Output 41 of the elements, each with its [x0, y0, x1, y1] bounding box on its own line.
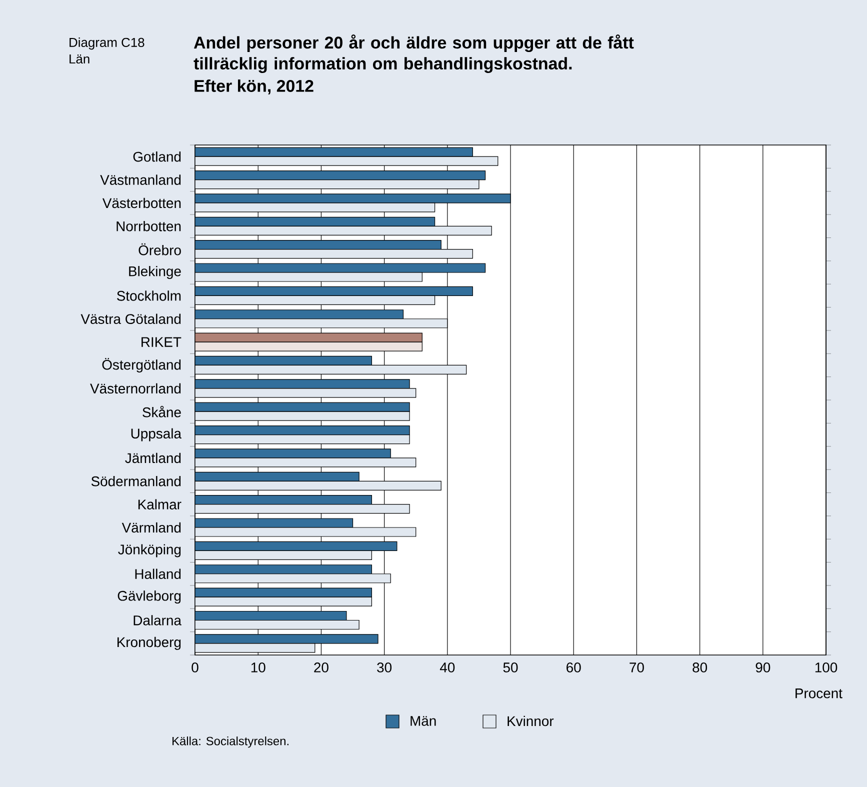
- x-tick-label: 60: [566, 662, 581, 672]
- y-tick-label: Västmanland: [100, 174, 181, 185]
- y-tick-label: Södermanland: [91, 476, 181, 486]
- y-tick-label: Västra Götaland: [80, 314, 181, 324]
- x-tick-label: 40: [440, 662, 455, 672]
- legend-label: Kvinnor: [508, 716, 554, 726]
- x-tick-label: 20: [314, 662, 328, 672]
- y-tick-label: Jämtland: [125, 452, 181, 464]
- y-tick-label: Skåne: [142, 406, 181, 418]
- y-tick-label: Gävleborg: [118, 590, 181, 604]
- x-tick-label: 10: [251, 662, 266, 672]
- y-tick-label: Norrbotten: [116, 221, 181, 232]
- y-tick-label: Jönköping: [118, 544, 181, 558]
- x-axis-title: Procent: [796, 688, 842, 698]
- y-tick-label: Uppsala: [131, 428, 182, 442]
- x-tick-label: 0: [192, 662, 198, 672]
- y-tick-label: Kalmar: [138, 499, 182, 510]
- x-tick-label: 100: [815, 662, 838, 672]
- y-tick-label: Stockholm: [117, 290, 181, 301]
- text: Diagram C18: [70, 38, 144, 50]
- y-tick-label: Västerbotten: [102, 198, 181, 208]
- y-tick-label: Kronoberg: [117, 636, 181, 650]
- y-tick-label: Östergötland: [102, 358, 181, 373]
- y-tick-label: Blekinge: [129, 266, 181, 280]
- text: Län: [70, 54, 90, 64]
- x-tick-label: 50: [503, 662, 518, 672]
- y-tick-label: Örebro: [138, 243, 181, 256]
- y-tick-label: RIKET: [142, 337, 182, 347]
- x-tick-label: 30: [377, 662, 392, 672]
- legend-label: Män: [410, 716, 436, 726]
- chart-subtitle: Efter kön, 2012: [194, 80, 314, 94]
- y-tick-label: Halland: [135, 568, 181, 579]
- y-tick-label: Västernorrland: [90, 383, 181, 394]
- chart-title: Andel personer 20 år och äldre som uppger att de fått tillräcklig information om behandlingskostnad.: [194, 34, 634, 73]
- x-tick-label: 90: [756, 662, 770, 672]
- x-tick-label: 70: [630, 662, 644, 672]
- text: Källa: Socialstyrelsen.: [172, 736, 288, 748]
- x-tick-label: 80: [692, 662, 708, 672]
- y-tick-label: Dalarna: [134, 615, 182, 626]
- y-tick-label: Gotland: [133, 151, 181, 162]
- y-tick-label: Värmland: [122, 522, 181, 533]
